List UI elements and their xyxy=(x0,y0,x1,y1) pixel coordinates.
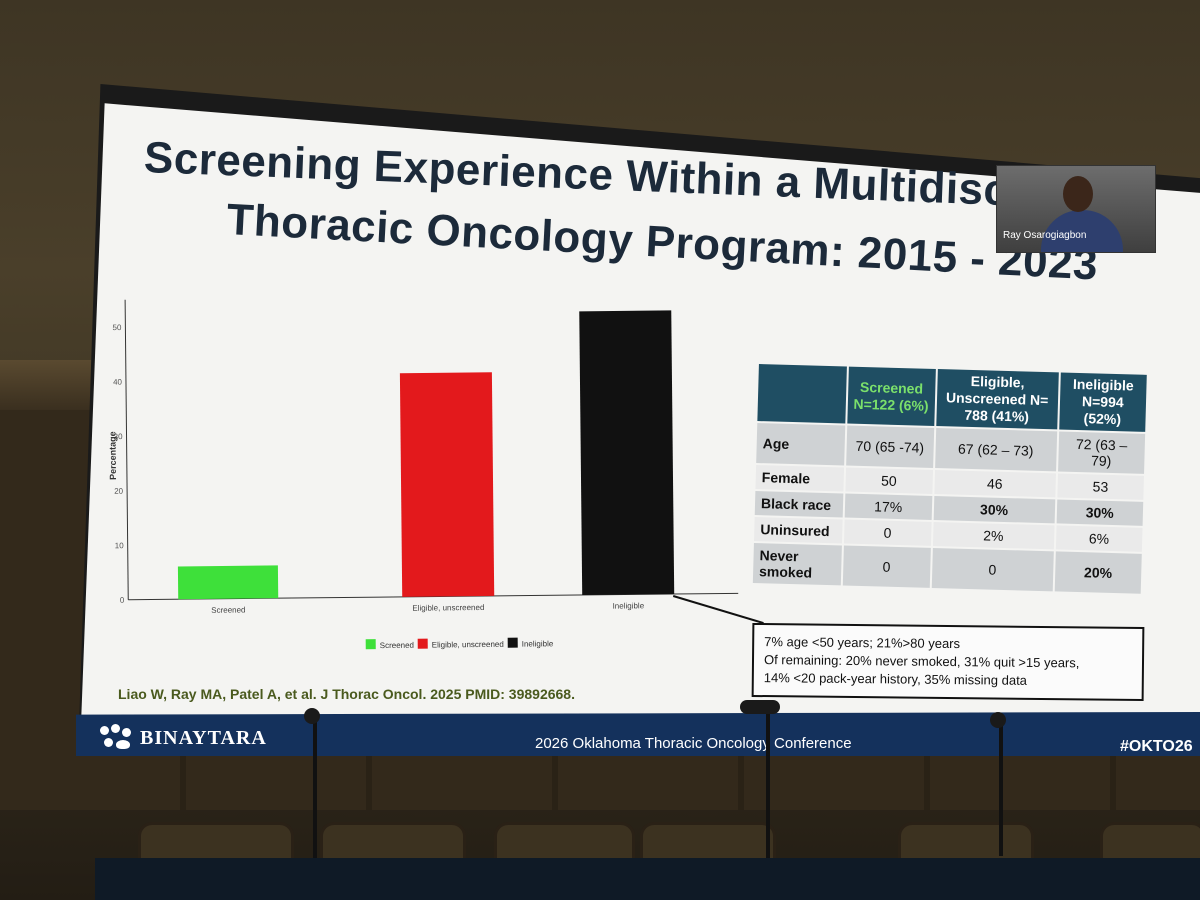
bar xyxy=(579,310,675,595)
microphone-icon xyxy=(990,712,1006,728)
x-tick-label: Ineligible xyxy=(613,601,645,610)
footer-hashtag: #OKTO26 xyxy=(1120,738,1193,755)
table-header-cell: Eligible, Unscreened N= 788 (41%) xyxy=(935,369,1059,430)
table-cell: 20% xyxy=(1054,551,1142,594)
legend-label: Screened xyxy=(380,641,414,650)
stage-table xyxy=(95,858,1200,900)
y-tick-label: 10 xyxy=(115,541,125,550)
microphone-stand xyxy=(313,718,317,860)
table-row-label: Age xyxy=(756,423,846,466)
legend-swatch xyxy=(365,639,376,650)
demographics-table: Screened N=122 (6%) Eligible, Unscreened… xyxy=(750,362,1149,596)
footer-conference: 2026 Oklahoma Thoracic Oncology Conferen… xyxy=(535,735,852,752)
microphone-icon xyxy=(740,700,780,714)
logo-text: BINAYTARA xyxy=(140,726,267,749)
speaker-head xyxy=(1063,176,1093,212)
table-cell: 0 xyxy=(843,519,932,546)
table-row: Never smoked 0 0 20% xyxy=(752,542,1142,594)
legend-swatch xyxy=(507,637,518,648)
speaker-video: Ray Osarogiagbon xyxy=(996,165,1156,253)
microphone-stand xyxy=(766,712,770,858)
y-tick-label: 50 xyxy=(112,323,122,332)
bar-chart-svg: 0 10 20 30 40 50 Percentage Screened Eligible, u… xyxy=(107,299,764,650)
table-cell: 70 (65 -74) xyxy=(845,425,934,468)
table-cell: 0 xyxy=(842,545,931,588)
legend-label: Ineligible xyxy=(522,639,554,648)
x-tick-label: Screened xyxy=(211,605,245,614)
microphone-icon xyxy=(304,708,320,724)
footer-logo: BINAYTARA xyxy=(98,724,267,752)
y-axis-line xyxy=(124,299,129,600)
slide-footer xyxy=(76,712,1200,756)
bar-chart: 0 10 20 30 40 50 Percentage Screened Eligible, u… xyxy=(100,283,764,670)
y-tick-label: 30 xyxy=(114,432,124,441)
table-cell: 0 xyxy=(931,547,1054,592)
demographics-table-wrap: Screened N=122 (6%) Eligible, Unscreened… xyxy=(750,362,1149,596)
table-cell: 30% xyxy=(933,495,1055,524)
microphone-stand xyxy=(999,722,1003,856)
callout-pointer-line xyxy=(672,595,764,625)
bar xyxy=(177,565,279,600)
y-tick-label: 40 xyxy=(113,378,123,387)
table-cell: 53 xyxy=(1056,473,1144,500)
table-body: Age 70 (65 -74) 67 (62 – 73) 72 (63 – 79) Fe… xyxy=(752,423,1146,594)
table-header-cell xyxy=(757,364,847,424)
table-row-label: Uninsured xyxy=(754,516,843,544)
legend-swatch xyxy=(417,638,428,649)
table-cell: 6% xyxy=(1055,525,1143,552)
table-header-row: Screened N=122 (6%) Eligible, Unscreened… xyxy=(757,364,1147,432)
table-cell: 17% xyxy=(844,493,932,520)
y-tick-label: 20 xyxy=(114,487,124,496)
table-header-cell: Ineligible N=994 (52%) xyxy=(1058,372,1147,432)
bar xyxy=(399,372,495,597)
table-row-label: Black race xyxy=(754,491,844,518)
table-cell: 72 (63 – 79) xyxy=(1057,431,1146,474)
table-cell: 2% xyxy=(932,521,1055,550)
table-cell: 50 xyxy=(845,467,933,494)
y-axis-label: Percentage xyxy=(107,431,118,480)
legend-label: Eligible, unscreened xyxy=(432,640,504,650)
table-row-label: Female xyxy=(755,465,844,492)
logo-icon xyxy=(98,724,134,752)
y-tick-label: 0 xyxy=(120,596,125,605)
citation: Liao W, Ray MA, Patel A, et al. J Thorac… xyxy=(118,686,575,702)
table-cell: 30% xyxy=(1056,499,1144,526)
table-row-label: Never smoked xyxy=(752,542,842,586)
table-cell: 67 (62 – 73) xyxy=(934,428,1057,472)
table-header-cell: Screened N=122 (6%) xyxy=(847,366,936,426)
speaker-name: Ray Osarogiagbon xyxy=(1003,230,1087,241)
x-tick-label: Eligible, unscreened xyxy=(412,603,484,613)
table-cell: 46 xyxy=(933,470,1056,498)
callout-box: 7% age <50 years; 21%>80 years Of remain… xyxy=(751,622,1145,702)
